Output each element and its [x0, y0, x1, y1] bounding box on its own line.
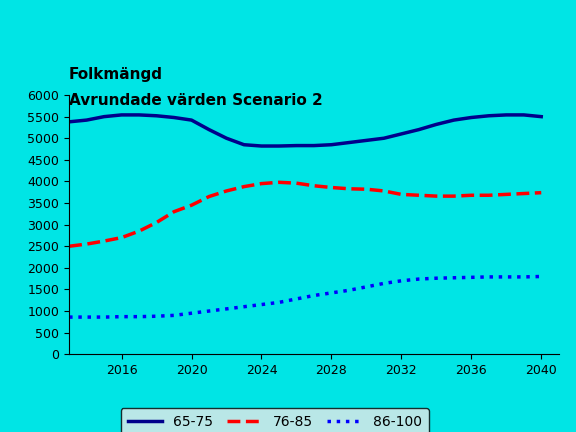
86-100 [206, 308, 213, 314]
76-85 [275, 180, 282, 185]
Line: 86-100: 86-100 [69, 276, 541, 317]
Text: Avrundade värden Scenario 2: Avrundade värden Scenario 2 [69, 93, 323, 108]
76-85 [66, 244, 73, 249]
86-100 [153, 314, 160, 319]
86-100 [486, 274, 492, 280]
76-85 [293, 181, 300, 186]
65-75 [468, 115, 475, 120]
86-100 [135, 314, 142, 319]
76-85 [486, 193, 492, 198]
76-85 [258, 181, 265, 186]
86-100 [83, 314, 90, 320]
65-75 [503, 112, 510, 118]
86-100 [380, 281, 387, 286]
65-75 [520, 112, 527, 118]
76-85 [346, 186, 353, 191]
65-75 [135, 112, 142, 118]
76-85 [188, 203, 195, 208]
65-75 [380, 136, 387, 141]
65-75 [450, 118, 457, 123]
65-75 [223, 136, 230, 141]
86-100 [520, 274, 527, 280]
86-100 [258, 302, 265, 307]
65-75 [153, 113, 160, 118]
65-75 [101, 114, 108, 119]
76-85 [520, 191, 527, 196]
65-75 [415, 127, 422, 132]
76-85 [101, 238, 108, 244]
65-75 [83, 118, 90, 123]
65-75 [118, 112, 125, 118]
76-85 [415, 193, 422, 198]
65-75 [241, 142, 248, 147]
86-100 [503, 274, 510, 280]
76-85 [241, 184, 248, 189]
76-85 [118, 235, 125, 240]
Text: Folkmängd: Folkmängd [69, 67, 163, 82]
65-75 [258, 143, 265, 149]
65-75 [293, 143, 300, 148]
86-100 [101, 314, 108, 320]
65-75 [328, 142, 335, 147]
76-85 [153, 220, 160, 225]
65-75 [275, 143, 282, 149]
76-85 [206, 194, 213, 199]
65-75 [206, 127, 213, 132]
65-75 [188, 118, 195, 123]
76-85 [328, 185, 335, 190]
76-85 [433, 194, 439, 199]
76-85 [83, 241, 90, 247]
86-100 [450, 275, 457, 280]
65-75 [170, 115, 177, 120]
86-100 [363, 284, 370, 289]
86-100 [241, 304, 248, 309]
86-100 [415, 276, 422, 282]
76-85 [310, 183, 317, 188]
65-75 [538, 114, 545, 119]
76-85 [538, 190, 545, 195]
86-100 [118, 314, 125, 319]
Line: 76-85: 76-85 [69, 182, 541, 246]
86-100 [328, 290, 335, 295]
76-85 [170, 209, 177, 214]
86-100 [223, 306, 230, 311]
Line: 65-75: 65-75 [69, 115, 541, 146]
Legend: 65-75, 76-85, 86-100: 65-75, 76-85, 86-100 [120, 408, 429, 432]
76-85 [503, 192, 510, 197]
76-85 [468, 193, 475, 198]
86-100 [433, 276, 439, 281]
76-85 [363, 187, 370, 192]
76-85 [223, 188, 230, 194]
86-100 [293, 296, 300, 302]
65-75 [346, 140, 353, 145]
86-100 [310, 293, 317, 298]
76-85 [135, 229, 142, 234]
86-100 [538, 274, 545, 279]
65-75 [66, 119, 73, 124]
65-75 [486, 113, 492, 118]
86-100 [398, 278, 405, 283]
86-100 [188, 311, 195, 316]
86-100 [346, 288, 353, 293]
65-75 [310, 143, 317, 148]
86-100 [468, 275, 475, 280]
65-75 [398, 131, 405, 137]
76-85 [380, 188, 387, 194]
65-75 [363, 138, 370, 143]
86-100 [66, 314, 73, 320]
65-75 [433, 122, 439, 127]
86-100 [275, 300, 282, 305]
76-85 [398, 192, 405, 197]
86-100 [170, 313, 177, 318]
76-85 [450, 194, 457, 199]
